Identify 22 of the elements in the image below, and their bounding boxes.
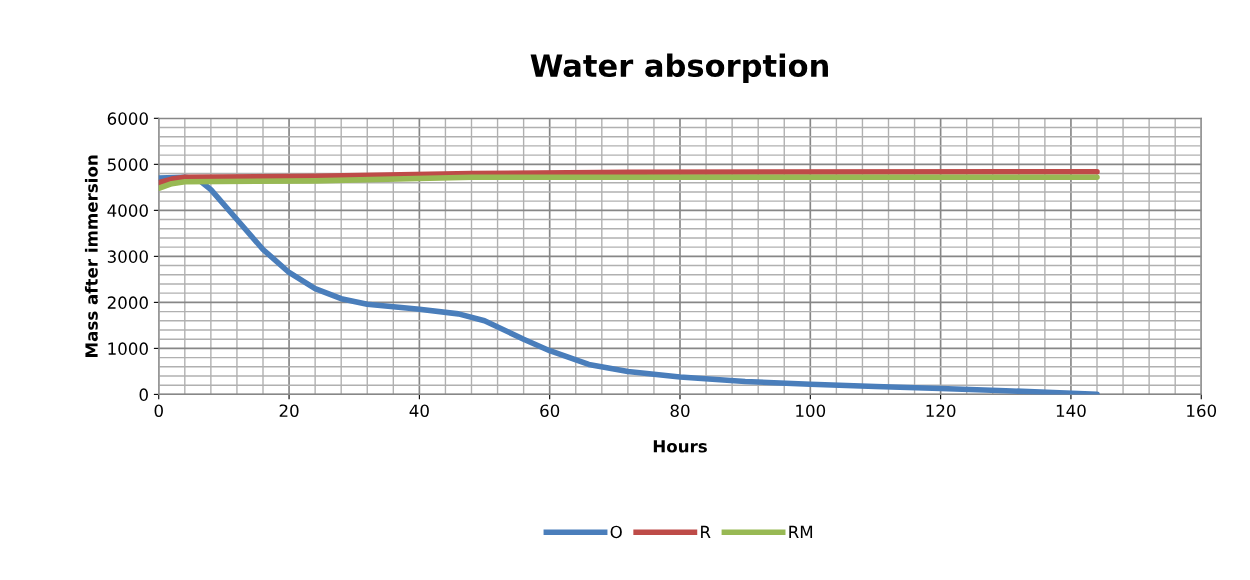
x-tick-label: 160 xyxy=(1187,404,1217,418)
y-tick-label: 6000 xyxy=(107,112,148,125)
x-tick-label: 100 xyxy=(796,404,826,418)
y-tick-label: 0 xyxy=(139,388,148,401)
y-tick-label: 3000 xyxy=(107,250,148,263)
y-tick-label: 5000 xyxy=(107,158,148,171)
x-tick-label: 20 xyxy=(279,404,299,418)
x-tick-label: 140 xyxy=(1056,404,1086,418)
x-tick-label: 80 xyxy=(670,404,690,418)
legend-label: R xyxy=(701,525,711,539)
x-tick-label: 120 xyxy=(926,404,956,418)
chart-title: Water absorption xyxy=(530,53,828,84)
y-tick-label: 1000 xyxy=(108,342,148,355)
x-tick-label: 60 xyxy=(540,404,560,418)
x-tick-label: 40 xyxy=(409,404,429,418)
y-tick-label: 2000 xyxy=(107,296,148,309)
y-axis-title: Mass after immersion xyxy=(84,155,98,357)
legend-label: RM xyxy=(789,525,813,539)
legend-label: O xyxy=(610,525,622,539)
x-tick-label: 0 xyxy=(154,404,163,418)
y-tick-label: 4000 xyxy=(107,204,148,217)
x-axis-title: Hours xyxy=(653,440,707,453)
